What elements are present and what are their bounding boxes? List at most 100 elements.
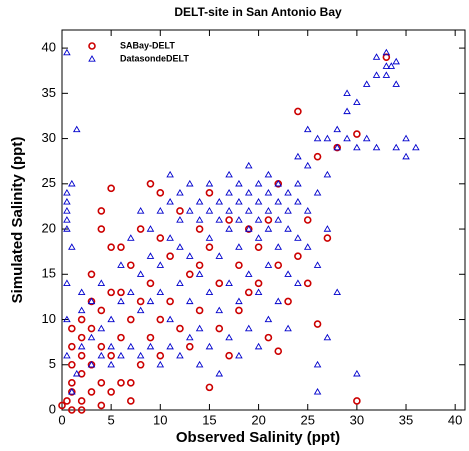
point [225,188,233,196]
point [235,216,243,223]
point [127,342,135,350]
point [58,401,66,410]
point [63,188,71,196]
point [87,324,96,333]
point [63,48,71,56]
point [274,179,283,187]
point [186,179,194,187]
point [244,324,253,332]
point [225,207,233,214]
point [146,333,155,342]
point [264,333,273,342]
point [136,297,145,306]
point [176,279,184,286]
point [166,170,174,178]
point [117,379,125,387]
point [63,216,71,223]
point [313,152,322,161]
point [387,62,396,69]
point [127,261,135,270]
point [87,297,96,305]
x-tick-label: 40 [448,412,462,427]
point [195,324,204,332]
point [136,351,145,359]
point [225,279,233,286]
point [68,406,76,414]
point [68,360,76,369]
point [333,288,341,296]
point [87,270,96,279]
point [264,170,273,178]
point [127,234,135,241]
point [313,388,322,395]
point [195,198,204,205]
point [205,179,214,187]
point [254,179,263,187]
point [215,306,224,314]
point [146,180,155,188]
chart-title: DELT-site in San Antonio Bay [174,5,342,19]
point [205,243,214,251]
point [353,397,361,405]
point [294,179,302,187]
point [372,143,381,151]
point [284,324,292,332]
point [68,324,76,333]
point [205,189,214,197]
point [107,315,115,323]
point [362,80,371,87]
point [63,351,71,359]
point [63,198,71,205]
point [195,306,204,315]
x-axis-label: Observed Salinity (ppt) [176,429,340,446]
point [254,342,263,350]
x-tick-label: 10 [153,412,167,427]
point [264,188,273,196]
point [225,333,233,341]
point [176,216,184,223]
point [333,125,341,133]
point [392,80,400,87]
point [107,342,115,350]
point [254,279,263,288]
point [156,261,165,268]
point [127,288,135,296]
point [166,342,174,350]
point [264,225,273,232]
point [372,53,381,60]
y-tick-label: 10 [42,311,56,326]
point [235,306,243,315]
point [284,188,292,196]
point [313,188,322,196]
point [382,53,391,61]
point [254,198,263,205]
point [303,207,312,214]
point [313,320,322,328]
point [107,351,115,360]
point [77,333,86,342]
x-tick-label: 15 [202,412,216,427]
point [72,125,81,133]
point [87,388,96,396]
point [235,261,243,270]
plot-frame [61,29,466,411]
point [63,315,71,323]
point [127,397,135,405]
y-tick-label: 5 [49,356,56,371]
point [97,306,106,315]
point [274,297,283,305]
point [77,306,86,314]
point [215,279,224,288]
point [156,351,165,360]
point [68,179,76,187]
point [244,270,253,277]
point [215,369,224,377]
point [274,243,283,250]
point [117,297,125,305]
point [107,360,115,368]
point [186,333,194,341]
point [146,342,155,350]
point [225,216,233,224]
point [97,351,106,359]
point [225,225,233,232]
